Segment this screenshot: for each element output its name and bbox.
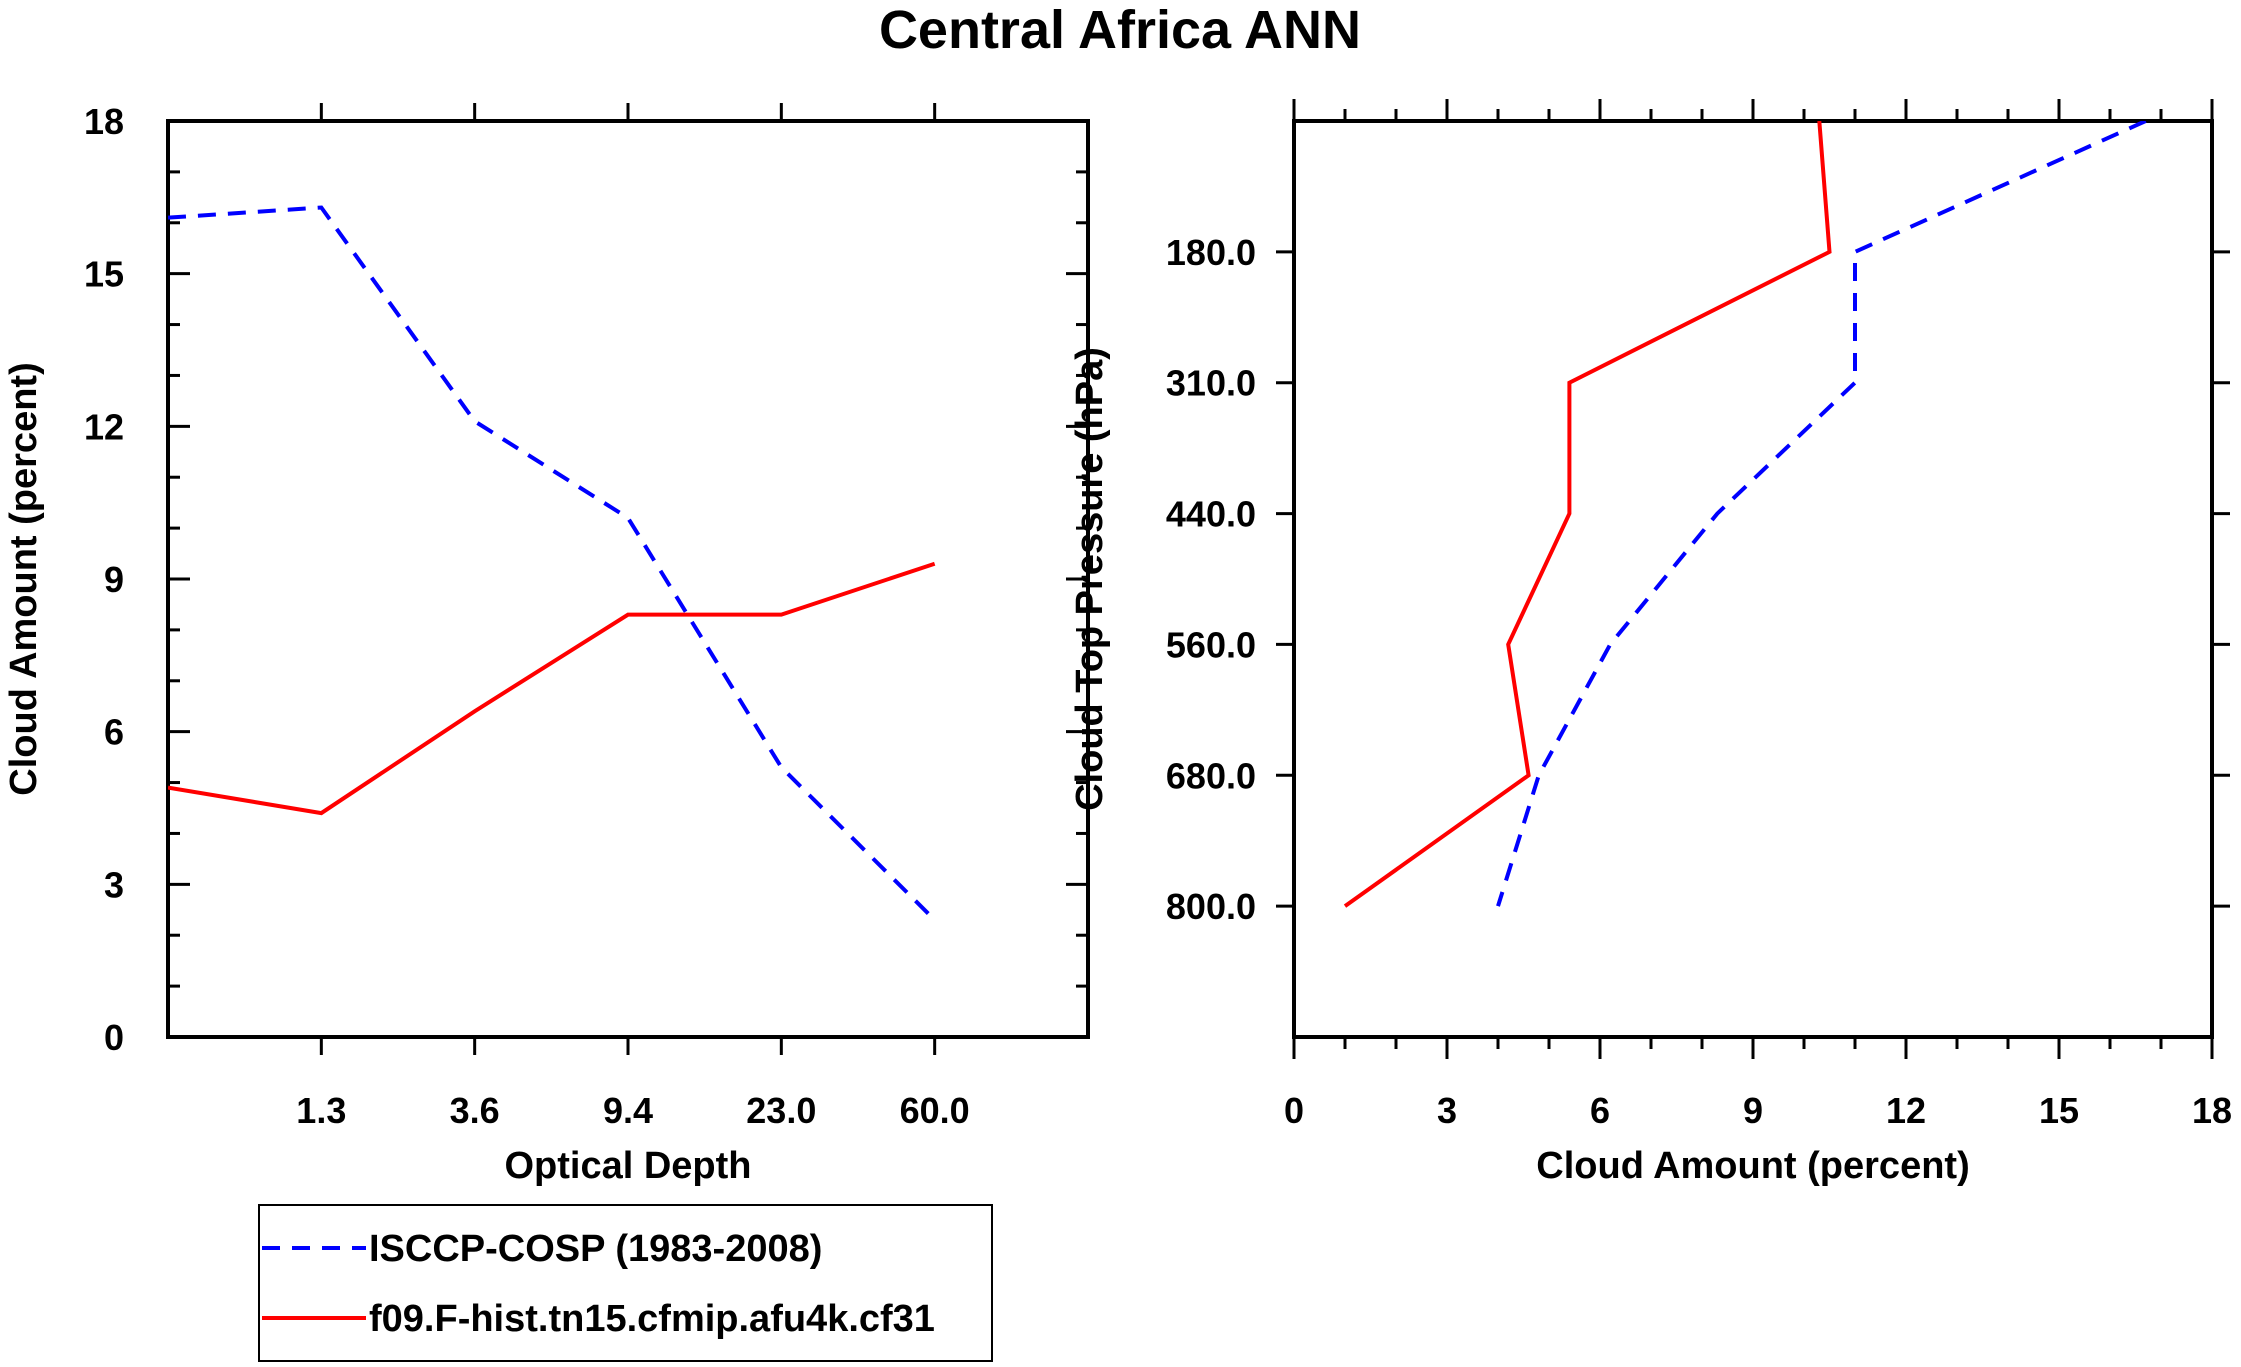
left-series-line-1	[168, 561, 936, 816]
left-y-axis-label: Cloud Amount (percent)	[3, 362, 45, 795]
left-y-tick-label: 9	[104, 559, 124, 600]
left-y-tick-label: 6	[104, 712, 124, 753]
left-y-tick-label: 3	[104, 864, 124, 905]
left-x-tick-label: 1.3	[296, 1090, 346, 1131]
right-x-tick-label: 12	[1886, 1090, 1926, 1131]
left-series-lines	[168, 205, 937, 922]
left-tick-labels: 0 3 6 9 12 15 18 1.3 3.6 9.4 23.0 60.0	[84, 101, 970, 1131]
legend-label-model: f09.F-hist.tn15.cfmip.afu4k.cf31	[369, 1298, 935, 1340]
legend-label-isccp: ISCCP-COSP (1983-2008)	[369, 1228, 822, 1270]
left-y-tick-label: 15	[84, 254, 124, 295]
left-x-tick-label: 3.6	[450, 1090, 500, 1131]
right-y-tick-label: 180.0	[1166, 232, 1256, 273]
right-series-line-1	[1343, 121, 1832, 908]
right-y-tick-label: 440.0	[1166, 494, 1256, 535]
right-y-tick-label: 800.0	[1166, 886, 1256, 927]
left-y-tick-label: 12	[84, 406, 124, 447]
right-y-tick-label: 680.0	[1166, 755, 1256, 796]
right-plot-frame	[1292, 119, 2214, 1039]
right-x-axis-label: Cloud Amount (percent)	[1536, 1145, 1969, 1187]
right-y-tick-label: 560.0	[1166, 624, 1256, 665]
left-x-tick-label: 60.0	[900, 1090, 970, 1131]
left-plot-frame	[166, 119, 1090, 1039]
legend: ISCCP-COSP (1983-2008) f09.F-hist.tn15.c…	[258, 1204, 993, 1362]
right-x-tick-label: 3	[1437, 1090, 1457, 1131]
optical-depth-chart: 0 3 6 9 12 15 18 1.3 3.6 9.4 23.0 60.0 Optical Dept…	[3, 101, 1090, 1187]
right-y-axis-label: Cloud Top Pressure (hPa)	[1069, 347, 1111, 811]
right-tick-labels: 0 3 6 9 12 15 18 180.0 310.0 440.0 560.0 680.0 800.0	[1166, 232, 2232, 1131]
left-tick-marks	[168, 103, 1088, 1055]
right-tick-marks	[1276, 99, 2230, 1059]
figure-title: Central Africa ANN	[879, 0, 1361, 60]
right-x-tick-label: 15	[2039, 1090, 2079, 1131]
left-y-tick-label: 18	[84, 101, 124, 142]
right-series-line-0	[1496, 121, 2147, 907]
cloud-top-pressure-chart: 0 3 6 9 12 15 18 180.0 310.0 440.0 560.0 680.0 800.0…	[1069, 99, 2232, 1187]
left-y-tick-label: 0	[104, 1017, 124, 1058]
left-x-tick-label: 9.4	[603, 1090, 653, 1131]
right-x-tick-label: 9	[1743, 1090, 1763, 1131]
right-y-tick-label: 310.0	[1166, 363, 1256, 404]
legend-box	[258, 1204, 993, 1362]
left-x-axis-label: Optical Depth	[504, 1145, 751, 1187]
right-x-tick-label: 0	[1284, 1090, 1304, 1131]
left-series-line-0	[168, 205, 937, 922]
right-series-lines	[1343, 121, 2147, 908]
left-x-tick-label: 23.0	[746, 1090, 816, 1131]
right-x-tick-label: 6	[1590, 1090, 1610, 1131]
right-x-tick-label: 18	[2192, 1090, 2232, 1131]
